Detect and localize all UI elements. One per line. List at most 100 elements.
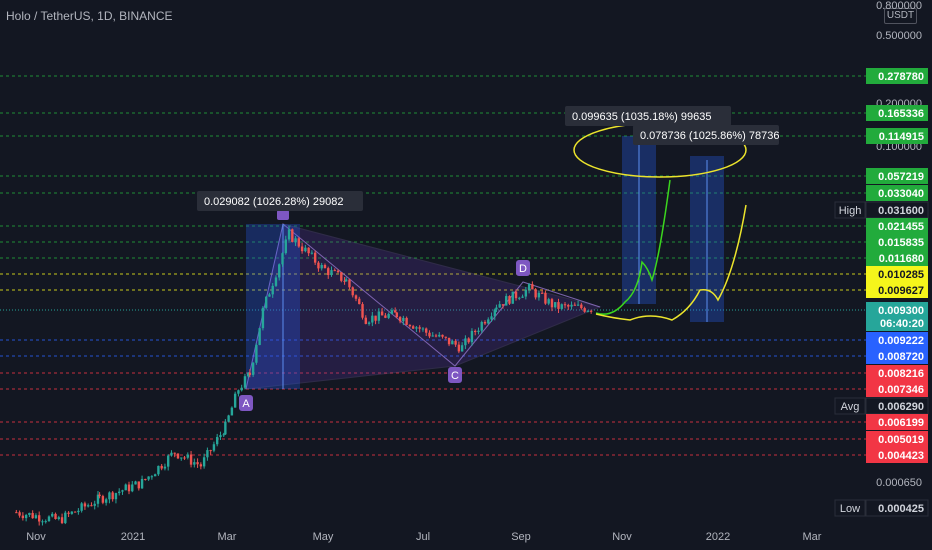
- candle-body: [189, 454, 193, 465]
- price-label-box: [866, 128, 928, 144]
- candle-body: [521, 296, 524, 298]
- candle-body: [474, 330, 477, 333]
- candle-body: [371, 315, 374, 323]
- price-labels[interactable]: 0.278780 0.165336 0.114915 0.057219 0.033040…: [834, 68, 929, 517]
- candle-body: [554, 302, 557, 308]
- candle-body: [44, 521, 47, 523]
- price-label-box: [866, 105, 928, 121]
- candle-body: [37, 515, 41, 522]
- candle-body: [511, 291, 514, 304]
- price-tag-text: Low: [840, 503, 860, 515]
- candle-body: [261, 307, 265, 329]
- candle-body: [580, 304, 583, 309]
- candle-body: [243, 376, 247, 388]
- candle-body: [31, 512, 34, 519]
- candle-body: [86, 505, 90, 507]
- candle-body: [434, 335, 438, 337]
- candle-body: [367, 322, 371, 324]
- price-label-text: 0.278780: [878, 71, 924, 83]
- x-tick-label: 2022: [706, 531, 730, 543]
- price-label-text: 06:40:20: [880, 318, 924, 330]
- price-label-text: 0.007346: [878, 384, 924, 396]
- price-tag-box: [834, 201, 866, 219]
- candle-body: [57, 517, 60, 520]
- candle-body: [160, 465, 163, 469]
- candle-body: [457, 344, 461, 352]
- chart-title: Holo / TetherUS, 1D, BINANCE: [6, 9, 173, 23]
- candle-body: [111, 492, 114, 500]
- candle-body: [550, 299, 554, 308]
- candle-body: [233, 393, 237, 408]
- currency-badge[interactable]: USDT: [884, 8, 917, 24]
- candle-body: [237, 390, 240, 394]
- price-label-text: 0.009300: [878, 305, 924, 317]
- candle-body: [431, 335, 434, 337]
- candle-body: [134, 481, 137, 485]
- candle-body: [317, 262, 320, 269]
- candle-body: [93, 503, 96, 506]
- candle-body: [196, 462, 199, 465]
- candle-body: [460, 345, 464, 352]
- candle-body: [343, 280, 346, 282]
- candle-body: [166, 455, 170, 467]
- price-label-box: [866, 332, 928, 348]
- candle-body: [374, 315, 377, 321]
- candle-body: [490, 316, 493, 320]
- candle-body: [230, 407, 234, 416]
- candle-body: [224, 421, 227, 435]
- candle-body: [108, 492, 111, 500]
- candle-body: [137, 481, 141, 489]
- price-tag-text: High: [839, 205, 862, 217]
- candle-body: [80, 503, 83, 511]
- candle-body: [140, 478, 144, 489]
- candle-body: [176, 453, 180, 459]
- candle-body: [96, 494, 100, 504]
- candle-body: [271, 285, 274, 295]
- candle-body: [54, 513, 57, 520]
- candle-body: [227, 415, 230, 422]
- price-label-box: [866, 234, 928, 250]
- price-label-text: 0.009627: [878, 285, 924, 297]
- candle-body: [327, 268, 330, 276]
- candle-body: [344, 279, 348, 282]
- candle-body: [447, 337, 451, 345]
- candle-body: [351, 287, 354, 296]
- price-tag-text: Avg: [841, 401, 860, 413]
- candle-body: [131, 484, 134, 492]
- pattern-point-label: D: [519, 263, 527, 275]
- candle-body: [467, 338, 470, 343]
- candle-body: [77, 510, 80, 513]
- price-label-box: [866, 447, 928, 463]
- candle-body: [294, 238, 297, 242]
- candle-body: [534, 289, 537, 298]
- candle-body: [567, 304, 570, 307]
- price-label-box: [866, 250, 928, 266]
- candle-body: [402, 317, 405, 322]
- candle-body: [150, 476, 154, 478]
- candle-body: [428, 332, 431, 337]
- y-tick-label: 0.000650: [876, 477, 922, 489]
- candle-body: [240, 387, 243, 391]
- candle-body: [307, 247, 310, 254]
- candle-body: [483, 321, 487, 324]
- candle-body: [127, 484, 131, 492]
- candle-body: [405, 317, 408, 325]
- candle-body: [573, 304, 577, 306]
- price-label-text: 0.000425: [878, 503, 924, 515]
- candle-body: [380, 311, 384, 316]
- candle-body: [393, 310, 397, 313]
- candle-body: [15, 512, 18, 514]
- candle-body: [144, 478, 147, 480]
- candle-body: [395, 312, 399, 318]
- candle-body: [514, 291, 518, 299]
- candle-body: [18, 512, 21, 516]
- candle-body: [586, 310, 590, 312]
- candle-body: [41, 521, 44, 523]
- price-label-text: 0.021455: [878, 221, 924, 233]
- price-label-box: [866, 431, 928, 447]
- measure-label-box: [633, 125, 779, 145]
- x-tick-label: 2021: [121, 531, 145, 543]
- pattern-point-box: [448, 367, 462, 383]
- price-label-text: 0.015835: [878, 237, 924, 249]
